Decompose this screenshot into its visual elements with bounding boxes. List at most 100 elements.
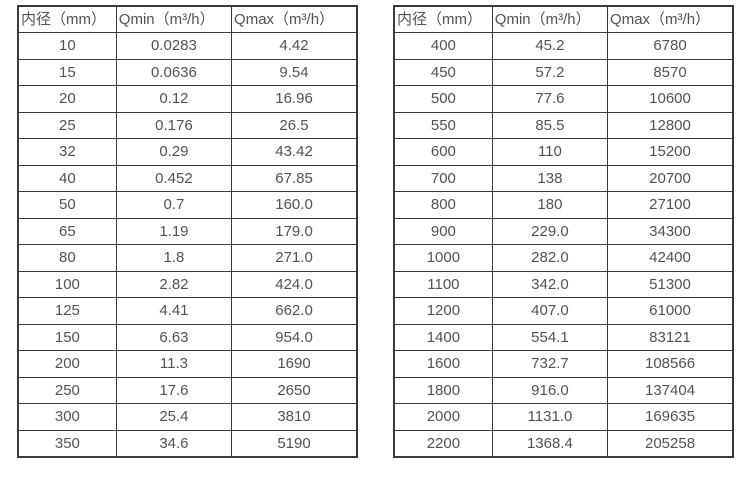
column-header: 内径（mm） — [17, 5, 117, 33]
table-cell: 9.54 — [231, 58, 358, 86]
table-cell: 2.82 — [115, 270, 233, 298]
table-cell: 1200 — [393, 297, 493, 325]
table-row: 700 138 20700 — [393, 164, 734, 192]
table-cell: 32 — [17, 138, 117, 166]
table-row: 125 4.41 662.0 — [17, 297, 358, 325]
table-row: 65 1.19 179.0 — [17, 217, 358, 245]
table-cell: 179.0 — [231, 217, 358, 245]
column-header: Qmin（m³/h） — [491, 5, 609, 33]
table-cell: 108566 — [607, 350, 734, 378]
table-cell: 10 — [17, 32, 117, 60]
table-cell: 6780 — [607, 32, 734, 60]
table-cell: 42400 — [607, 244, 734, 272]
table-cell: 200 — [17, 350, 117, 378]
diameter-flow-table-left: 内径（mm） Qmin（m³/h） Qmax（m³/h） 10 0.0283 4.42 1… — [17, 5, 358, 458]
table-cell: 45.2 — [491, 32, 609, 60]
diameter-flow-table-right: 内径（mm） Qmin（m³/h） Qmax（m³/h） 400 45.2 6780 45… — [393, 5, 734, 458]
table-cell: 0.29 — [115, 138, 233, 166]
table-cell: 15200 — [607, 138, 734, 166]
table-cell: 125 — [17, 297, 117, 325]
table-cell: 6.63 — [115, 323, 233, 351]
table-cell: 20 — [17, 85, 117, 113]
table-row: 40 0.452 67.85 — [17, 164, 358, 192]
table-cell: 160.0 — [231, 191, 358, 219]
table-cell: 700 — [393, 164, 493, 192]
table-cell: 0.0636 — [115, 58, 233, 86]
table-cell: 4.42 — [231, 32, 358, 60]
table-row: 1000 282.0 42400 — [393, 244, 734, 272]
table-cell: 600 — [393, 138, 493, 166]
table-row: 1600 732.7 108566 — [393, 350, 734, 378]
table-cell: 2200 — [393, 429, 493, 457]
table-cell: 150 — [17, 323, 117, 351]
table-cell: 10600 — [607, 85, 734, 113]
table-row: 400 45.2 6780 — [393, 32, 734, 60]
table-row: 2200 1368.4 205258 — [393, 429, 734, 457]
column-header: Qmin（m³/h） — [115, 5, 233, 33]
table-cell: 1100 — [393, 270, 493, 298]
table-row: 150 6.63 954.0 — [17, 323, 358, 351]
table-cell: 550 — [393, 111, 493, 139]
table-row: 900 229.0 34300 — [393, 217, 734, 245]
table-row: 800 180 27100 — [393, 191, 734, 219]
table-cell: 51300 — [607, 270, 734, 298]
table-cell: 0.176 — [115, 111, 233, 139]
table-cell: 250 — [17, 376, 117, 404]
table-cell: 12800 — [607, 111, 734, 139]
table-row: 500 77.6 10600 — [393, 85, 734, 113]
table-row: 100 2.82 424.0 — [17, 270, 358, 298]
table-cell: 43.42 — [231, 138, 358, 166]
table-cell: 80 — [17, 244, 117, 272]
table-cell: 732.7 — [491, 350, 609, 378]
table-cell: 424.0 — [231, 270, 358, 298]
table-row: 450 57.2 8570 — [393, 58, 734, 86]
table-cell: 61000 — [607, 297, 734, 325]
table-row: 2000 1131.0 169635 — [393, 403, 734, 431]
table-row: 80 1.8 271.0 — [17, 244, 358, 272]
table-cell: 25.4 — [115, 403, 233, 431]
table-cell: 5190 — [231, 429, 358, 457]
table-row: 600 110 15200 — [393, 138, 734, 166]
table-cell: 17.6 — [115, 376, 233, 404]
table-row: 20 0.12 16.96 — [17, 85, 358, 113]
table-cell: 2000 — [393, 403, 493, 431]
table-cell: 34.6 — [115, 429, 233, 457]
table-row: 550 85.5 12800 — [393, 111, 734, 139]
table-cell: 67.85 — [231, 164, 358, 192]
table-cell: 282.0 — [491, 244, 609, 272]
table-cell: 800 — [393, 191, 493, 219]
column-header: 内径（mm） — [393, 5, 493, 33]
table-cell: 1600 — [393, 350, 493, 378]
table-cell: 83121 — [607, 323, 734, 351]
table-cell: 205258 — [607, 429, 734, 457]
table-cell: 3810 — [231, 403, 358, 431]
table-row: 25 0.176 26.5 — [17, 111, 358, 139]
table-cell: 65 — [17, 217, 117, 245]
table-cell: 1368.4 — [491, 429, 609, 457]
table-row: 1800 916.0 137404 — [393, 376, 734, 404]
table-cell: 342.0 — [491, 270, 609, 298]
table-cell: 500 — [393, 85, 493, 113]
table-header-row: 内径（mm） Qmin（m³/h） Qmax（m³/h） — [17, 5, 358, 33]
table-cell: 85.5 — [491, 111, 609, 139]
table-cell: 350 — [17, 429, 117, 457]
table-row: 200 11.3 1690 — [17, 350, 358, 378]
table-cell: 15 — [17, 58, 117, 86]
table-cell: 138 — [491, 164, 609, 192]
column-header: Qmax（m³/h） — [231, 5, 358, 33]
table-cell: 554.1 — [491, 323, 609, 351]
table-cell: 34300 — [607, 217, 734, 245]
table-cell: 916.0 — [491, 376, 609, 404]
table-cell: 1400 — [393, 323, 493, 351]
table-row: 300 25.4 3810 — [17, 403, 358, 431]
table-row: 1100 342.0 51300 — [393, 270, 734, 298]
table-cell: 400 — [393, 32, 493, 60]
table-cell: 25 — [17, 111, 117, 139]
table-cell: 0.0283 — [115, 32, 233, 60]
table-cell: 1690 — [231, 350, 358, 378]
table-cell: 407.0 — [491, 297, 609, 325]
table-cell: 1800 — [393, 376, 493, 404]
column-header: Qmax（m³/h） — [607, 5, 734, 33]
table-cell: 77.6 — [491, 85, 609, 113]
table-cell: 40 — [17, 164, 117, 192]
